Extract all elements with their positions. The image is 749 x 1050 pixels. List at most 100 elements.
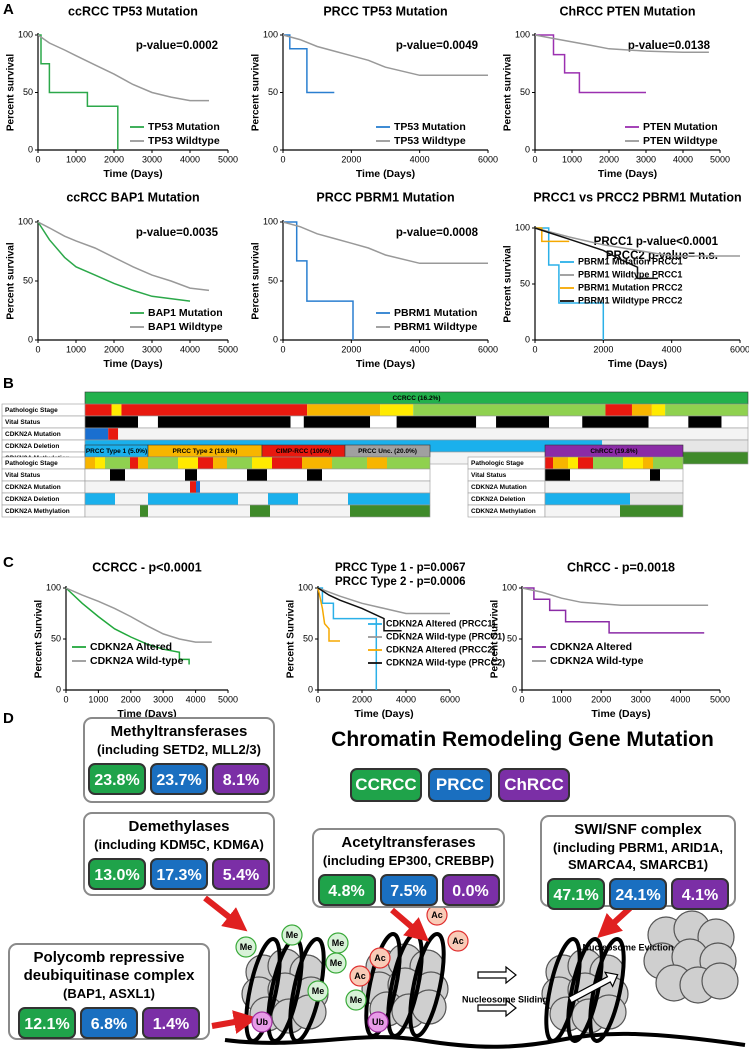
group-label: CIMP-RCC (100%) [276,448,331,455]
track-cell [138,457,148,469]
track-cell [367,457,387,469]
track-cell [649,416,689,428]
y-tick-label: 50 [268,275,278,285]
chart-title: ccRCC TP53 Mutation [68,4,198,18]
x-tick-label: 6000 [730,344,749,354]
row-label: CDKN2A Mutation [5,431,61,438]
modification-label: Ac [374,953,386,963]
legend-label: PBRM1 Wildtype [394,321,477,333]
x-tick-label: 6000 [478,154,498,164]
y-axis-label: Percent Survival [490,600,501,679]
track-cell [307,469,322,481]
x-tick-label: 1000 [66,154,86,164]
x-tick-label: 2000 [104,154,124,164]
x-axis-label: Time (Days) [103,358,162,370]
survival-curve [66,588,212,642]
track-cell [643,457,653,469]
x-tick-label: 0 [63,694,68,704]
annotation: p-value=0.0035 [136,227,219,239]
track-cell [387,457,430,469]
track-cell [125,469,185,481]
group-name: Methyltransferases [85,723,273,741]
x-tick-label: 2000 [341,344,361,354]
modification-label: Ub [372,1017,384,1027]
track-cell [632,404,652,416]
x-tick-label: 0 [532,154,537,164]
x-tick-label: 5000 [218,694,238,704]
y-tick-label: 100 [263,29,278,39]
track-cell [272,457,302,469]
track-cell [653,457,683,469]
track-cell [605,404,632,416]
track-cell [496,416,549,428]
y-tick-label: 0 [56,684,61,694]
track-cell [200,481,430,493]
legend-label: BAP1 Wildtype [148,321,223,333]
track-cell [545,493,630,505]
group-label: ChRCC (19.8%) [590,448,637,455]
legend-label: TP53 Wildtype [148,135,220,147]
legend-label: PBRM1 Wildtype PRCC1 [578,269,682,279]
modification-label: Me [332,938,345,948]
histone [702,963,738,999]
x-axis-label: Time (Days) [598,168,657,180]
track-cell [630,493,683,505]
y-tick-label: 0 [308,684,313,694]
track-cell [85,481,190,493]
track-cell [307,404,380,416]
x-tick-label: 3000 [153,694,173,704]
chart-title: ccRCC BAP1 Mutation [66,190,199,204]
y-axis-label: Percent survival [251,54,262,131]
track-cell [397,416,477,428]
track-cell [227,457,252,469]
row-label: Vital Status [5,419,41,426]
track-cell [197,469,247,481]
track-cell [247,469,267,481]
legend-label: CDKN2A Altered [550,641,632,653]
track-cell [85,469,110,481]
x-tick-label: 0 [35,344,40,354]
group-box: Acetyltransferases(including EP300, CREB… [312,828,505,908]
x-tick-label: 4000 [410,344,430,354]
x-tick-label: 4000 [410,154,430,164]
track-cell [105,457,130,469]
y-axis-label: Percent Survival [286,600,297,679]
legend-label: TP53 Wildtype [394,135,466,147]
y-axis-label: Percent survival [251,242,262,319]
y-tick-label: 50 [268,87,278,97]
red-arrow [205,898,238,924]
group-box: Polycomb repressive deubiquitinase compl… [8,943,210,1040]
x-axis-label: Time (Days) [591,708,650,720]
track-cell [250,505,270,517]
chart-title: PRCC1 vs PRCC2 PBRM1 Mutation [533,190,741,204]
x-tick-label: 2000 [591,694,611,704]
y-tick-label: 0 [28,144,33,154]
chart-title: PRCC TP53 Mutation [323,4,447,18]
y-tick-label: 100 [515,29,530,39]
track-cell [198,457,213,469]
annotation: p-value=0.0002 [136,40,218,52]
annotation: p-value=0.0049 [396,40,478,52]
x-tick-label: 4000 [670,694,690,704]
modification-label: Ac [431,910,443,920]
track-cell [148,505,250,517]
x-tick-label: 2000 [599,154,619,164]
track-cell [688,416,721,428]
nucleosome-art: Nucleosome SlidingNucleosome EvictionMeM… [205,898,745,1047]
track-cell [270,505,350,517]
group-detail: (including KDM5C, KDM6A) [85,836,273,853]
row-label: CDKN2A Deletion [5,443,59,450]
x-tick-label: 1000 [66,344,86,354]
legend-label: CDKN2A Wild-type (PRCC1) [386,631,505,641]
track-cell [252,457,272,469]
x-tick-label: 6000 [440,694,460,704]
group-label: PRCC Type 2 (18.6%) [173,448,238,455]
chart-title: ChRCC - p=0.0018 [567,560,675,574]
track-cell [185,469,197,481]
modification-label: Me [312,986,325,996]
group-detail: (including EP300, CREBBP) [314,852,503,869]
group-label: PRCC Unc. (20.0%) [358,448,417,455]
pill-row: 13.0%17.3%5.4% [85,858,273,890]
panel-label: B [3,375,14,392]
diagram-label: Nucleosome Eviction [582,942,673,952]
